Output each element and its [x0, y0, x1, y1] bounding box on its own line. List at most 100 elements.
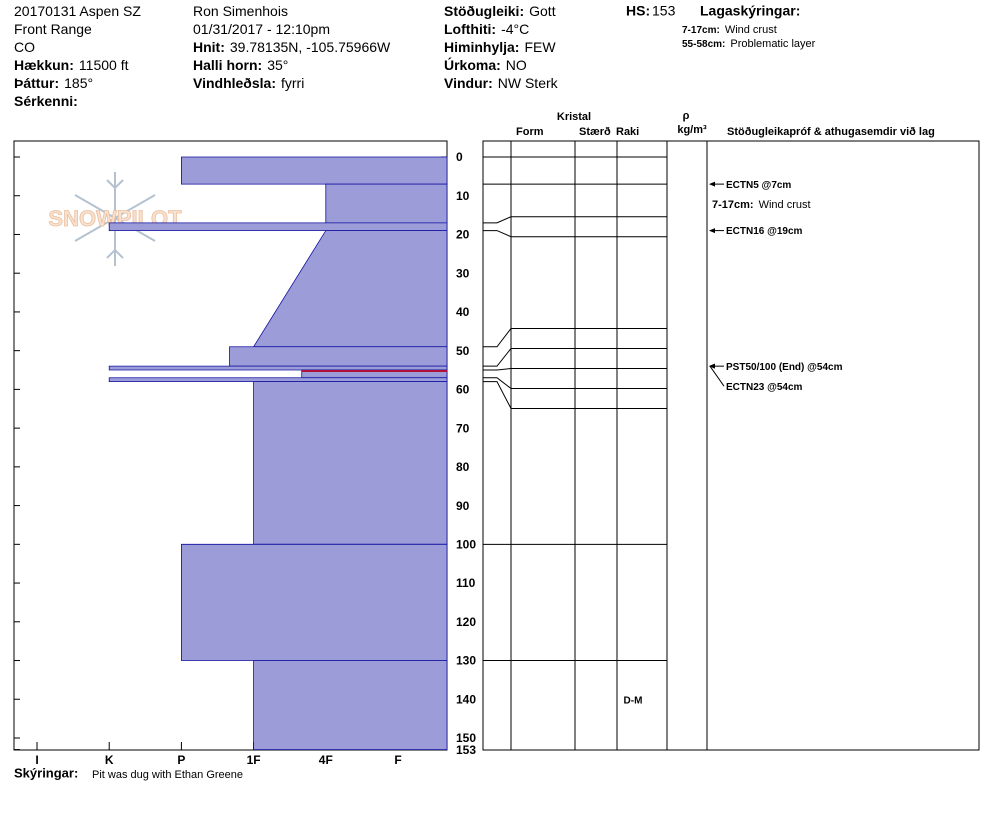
- x-tick-label: K: [105, 753, 114, 767]
- footer-text: Pit was dug with Ethan Greene: [92, 769, 243, 781]
- col-header: Stöðugleikapróf & athugasemdir við lag: [727, 126, 935, 138]
- arrow-head: [709, 228, 715, 234]
- table-frame: [482, 140, 980, 751]
- col-header: Raki: [616, 126, 639, 138]
- field-label: Þáttur:: [14, 75, 59, 91]
- field-value: 11500 ft: [79, 57, 129, 73]
- field-value: 20170131 Aspen SZ: [14, 3, 141, 19]
- comment-part: 7-17cm:: [712, 199, 754, 211]
- field-label: Lofthiti:: [444, 21, 496, 37]
- snow-layer: [180, 543, 448, 661]
- header-field: 20170131 Aspen SZ: [14, 3, 141, 19]
- x-tick-label: 1F: [247, 753, 261, 767]
- moisture: D-M: [624, 696, 643, 707]
- x-tick-label: 4F: [319, 753, 333, 767]
- y-tick-label: 110: [456, 576, 476, 590]
- field-label: 7-17cm:: [682, 25, 720, 36]
- snow-layer: [180, 156, 448, 185]
- layer-connector: [483, 216, 512, 224]
- layer-connector: [483, 230, 512, 238]
- test-label: ECTN23 @54cm: [726, 382, 803, 393]
- header-field: Vindur: NW Sterk: [444, 75, 559, 91]
- header-field: Þáttur: 185°: [14, 75, 93, 91]
- snow-layer: [325, 183, 448, 224]
- snow-layer: [108, 222, 448, 231]
- y-tick-label: 153: [456, 743, 476, 757]
- test-label: PST50/100 (End) @54cm: [726, 362, 843, 373]
- layer-connector: [483, 381, 512, 409]
- col-header: kg/m³: [677, 124, 707, 136]
- x-tick-label: P: [177, 753, 185, 767]
- y-tick-label: 10: [456, 189, 470, 203]
- test-label: ECTN5 @7cm: [726, 180, 791, 191]
- header-field: 01/31/2017 - 12:10pm: [193, 21, 330, 37]
- col-header: Stærð: [579, 126, 611, 138]
- y-tick-label: 50: [456, 344, 470, 358]
- test-arrow: [709, 365, 725, 387]
- logo: SNOWPILOT: [48, 172, 183, 266]
- y-tick-label: 120: [456, 615, 476, 629]
- header-field: 7-17cm: Wind crust: [682, 24, 777, 36]
- field-label: Halli horn:: [193, 57, 262, 73]
- layer-connector: [483, 367, 512, 371]
- snow-layer: [252, 230, 448, 348]
- field-value: Ron Simenhois: [193, 3, 288, 19]
- header-field: Úrkoma: NO: [444, 56, 527, 73]
- col-header: Form: [516, 126, 544, 138]
- field-value: FEW: [524, 39, 556, 55]
- y-tick-label: 70: [456, 421, 470, 435]
- field-value: 185°: [64, 75, 93, 91]
- header-field: Himinhylja: FEW: [444, 39, 556, 55]
- field-value: fyrri: [281, 75, 304, 91]
- hs-label: HS:: [626, 3, 650, 19]
- y-tick-label: 80: [456, 460, 470, 474]
- field-value: NW Sterk: [498, 75, 559, 91]
- header-field: Halli horn: 35°: [193, 57, 288, 73]
- y-tick-label: 130: [456, 654, 476, 668]
- x-tick-label: F: [394, 753, 401, 767]
- y-tick-label: 0: [456, 150, 463, 164]
- comment-part: Wind crust: [759, 199, 811, 211]
- snow-layer: [229, 346, 448, 367]
- y-tick-label: 150: [456, 731, 476, 745]
- test-label: ECTN16 @19cm: [726, 226, 803, 237]
- field-value: Gott: [529, 3, 556, 19]
- y-tick-label: 20: [456, 228, 470, 242]
- layer-connector: [483, 348, 512, 367]
- header-field: Front Range: [14, 21, 92, 37]
- field-label: Stöðugleiki:: [444, 3, 524, 19]
- header-field: Stöðugleiki: Gott: [444, 3, 556, 19]
- field-label: Vindhleðsla:: [193, 75, 276, 91]
- y-tick-label: 90: [456, 499, 470, 513]
- field-label: Vindur:: [444, 75, 493, 91]
- field-value: Front Range: [14, 21, 92, 37]
- footer-label: Skýringar:: [14, 765, 78, 780]
- field-label: Hækkun:: [14, 57, 74, 73]
- col-header: Kristal: [557, 111, 591, 123]
- snow-layer: [108, 377, 448, 383]
- arrow-head: [709, 181, 715, 187]
- field-value: 35°: [267, 57, 288, 73]
- x-tick-label: I: [35, 753, 38, 767]
- header-field: Vindhleðsla: fyrri: [193, 75, 304, 91]
- y-tick-label: 140: [456, 692, 476, 706]
- field-value: 01/31/2017 - 12:10pm: [193, 21, 330, 37]
- arrow-head: [709, 363, 715, 369]
- y-tick-label: 30: [456, 266, 470, 280]
- header-field: Sérkenni:: [14, 93, 78, 109]
- header: 20170131 Aspen SZ Front Range CO Hækkun: 115…: [14, 3, 816, 109]
- header-field: Hækkun: 11500 ft: [14, 57, 129, 73]
- layer-connector: [483, 328, 512, 348]
- layer-comment: 7-17cm: Wind crust: [712, 199, 811, 211]
- field-label: Hnit:: [193, 39, 225, 55]
- y-tick-label: 100: [456, 537, 476, 551]
- field-label: Himinhylja:: [444, 39, 519, 55]
- table-columns: [510, 141, 708, 750]
- field-label: Sérkenni:: [14, 93, 78, 109]
- snow-layer: [253, 381, 448, 545]
- field-label: 55-58cm:: [682, 39, 725, 50]
- y-tick-label: 40: [456, 305, 470, 319]
- col-header: ρ: [683, 110, 690, 122]
- header-field: Hnit: 39.78135N, -105.75966W: [193, 39, 391, 55]
